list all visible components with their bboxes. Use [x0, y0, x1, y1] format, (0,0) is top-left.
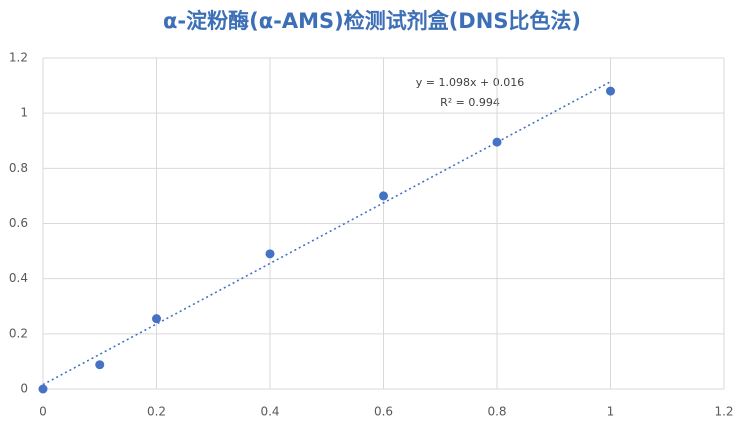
- trendline-equation: y = 1.098x + 0.016: [416, 76, 524, 89]
- x-tick-label: 0.4: [260, 405, 279, 419]
- r-squared: R² = 0.994: [440, 96, 500, 109]
- y-tick-label: 0.2: [9, 326, 28, 340]
- y-tick-label: 0.6: [9, 216, 28, 230]
- data-point: [265, 249, 275, 259]
- x-tick-label: 0.8: [487, 405, 506, 419]
- data-point: [606, 86, 615, 96]
- data-point: [152, 314, 161, 324]
- y-tick-label: 1.2: [9, 51, 28, 65]
- data-point: [492, 137, 502, 147]
- y-tick-label: 0.8: [9, 161, 28, 175]
- x-tick-label: 0.6: [374, 405, 393, 419]
- y-tick-label: 1: [20, 106, 28, 120]
- data-point: [95, 360, 105, 370]
- x-tick-label: 0.2: [147, 405, 166, 419]
- x-tick-label: 1.2: [714, 405, 733, 419]
- data-point: [38, 384, 48, 394]
- trendline: [42, 81, 611, 386]
- data-point: [379, 191, 388, 201]
- x-tick-label: 1: [607, 405, 615, 419]
- x-tick-label: 0: [39, 405, 47, 419]
- y-tick-label: 0: [20, 382, 28, 396]
- chart-title: α-淀粉酶(α-AMS)检测试剂盒(DNS比色法): [163, 9, 581, 33]
- y-tick-label: 0.4: [9, 271, 28, 285]
